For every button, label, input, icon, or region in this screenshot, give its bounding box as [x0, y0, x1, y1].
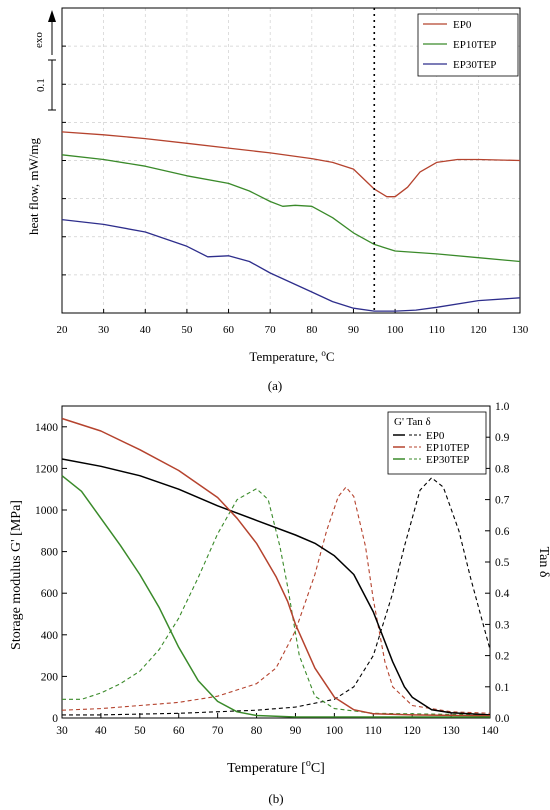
- dsc-series: [61, 131, 521, 312]
- dma-series: [61, 417, 491, 718]
- dma-x-tick-label: 50: [134, 725, 146, 737]
- dsc-x-tick-label: 40: [140, 324, 152, 336]
- dma-x-tick-label: 130: [442, 725, 460, 737]
- dma-tan-delta-line-ep10tep: [61, 486, 491, 714]
- dsc-x-tick-label: 110: [429, 324, 446, 336]
- dma-y2-tick-label: 0.5: [495, 557, 510, 569]
- dma-y-tick-label: 600: [41, 588, 59, 600]
- dma-y2-tick-label: 0.0: [495, 713, 510, 725]
- dma-y2-tick-label: 0.2: [495, 651, 510, 663]
- dsc-x-tick-label: 30: [98, 324, 110, 336]
- dma-legend-header: G' Tan δ: [394, 416, 431, 428]
- dma-storage-modulus-line-ep10tep: [61, 417, 491, 717]
- panel-a-label: (a): [268, 378, 282, 393]
- dma-tan-delta-line-ep0: [62, 477, 491, 716]
- dma-y-tick-label: 400: [41, 630, 59, 642]
- dma-y2-tick-label: 0.1: [495, 682, 510, 694]
- dsc-x-tick-label: 100: [387, 324, 404, 336]
- dma-legend-label: EP10TEP: [426, 442, 469, 454]
- dma-y2-tick-label: 1.0: [495, 401, 510, 413]
- dma-x-tick-label: 140: [481, 725, 499, 737]
- dsc-x-tick-label: 90: [348, 324, 360, 336]
- dma-y-tick-label: 200: [41, 671, 59, 683]
- dsc-x-ticks: 20 30 40 50 60 70 80 90 100 110 120 130: [57, 45, 529, 336]
- dma-x-axis-label: Temperature [oC]: [227, 758, 325, 776]
- panel-b-label: (b): [268, 791, 283, 806]
- dma-tan-delta-line-ep30tep: [62, 488, 491, 716]
- dsc-x-tick-label: 120: [470, 324, 487, 336]
- dma-storage-modulus-line-ep30tep: [61, 475, 490, 718]
- dsc-x-tick-label: 70: [265, 324, 277, 336]
- dma-x-tick-label: 40: [95, 725, 107, 737]
- dsc-grid: [62, 8, 520, 313]
- dma-y2-tick-label: 0.7: [495, 495, 510, 507]
- dma-x-tick-label: 90: [290, 725, 302, 737]
- dma-y-axis-label: Storage modulus G' [MPa]: [9, 500, 24, 650]
- dma-x-tick-label: 70: [212, 725, 224, 737]
- dsc-chart: 20 30 40 50 60 70 80 90 100 110 120 130 exo 0.1 hea…: [26, 7, 529, 393]
- dsc-x-tick-label: 80: [306, 324, 318, 336]
- dma-x-tick-label: 120: [404, 725, 422, 737]
- dma-legend-label: EP30TEP: [426, 454, 469, 466]
- dma-x-tick-label: 100: [326, 725, 344, 737]
- dma-x-tick-label: 80: [251, 725, 263, 737]
- dma-ticks: 30 40 50 60 70 80 90 100 110 120 130 14002004006008…: [35, 401, 510, 737]
- dma-x-tick-label: 60: [173, 725, 185, 737]
- dsc-x-axis-label: Temperature, oC: [249, 348, 334, 364]
- dma-y-tick-label: 1400: [35, 422, 58, 434]
- dsc-series-line-ep0: [61, 131, 521, 198]
- dma-y2-tick-label: 0.6: [495, 526, 510, 538]
- dma-y-tick-label: 800: [41, 547, 59, 559]
- dma-y-tick-label: 0: [52, 713, 58, 725]
- dma-y2-tick-label: 0.3: [495, 619, 510, 631]
- dsc-legend-label: EP0: [453, 19, 472, 31]
- dsc-legend-label: EP30TEP: [453, 59, 496, 71]
- dsc-x-tick-label: 130: [512, 324, 529, 336]
- dma-y-tick-label: 1000: [35, 505, 58, 517]
- dma-y2-tick-label: 0.9: [495, 432, 510, 444]
- dma-x-tick-label: 30: [56, 725, 68, 737]
- dsc-series-line-ep10tep: [61, 154, 521, 263]
- dma-y2-tick-label: 0.8: [495, 463, 510, 475]
- dma-storage-modulus-line-ep0: [61, 458, 491, 716]
- exo-arrow-head: [48, 10, 56, 22]
- dma-y2-axis-label: Tan δ: [536, 547, 550, 578]
- dsc-legend-label: EP10TEP: [453, 39, 496, 51]
- dma-x-tick-label: 110: [365, 725, 382, 737]
- dsc-x-tick-label: 20: [57, 324, 69, 336]
- dma-legend-box: [387, 411, 487, 475]
- dma-chart: 30 40 50 60 70 80 90 100 110 120 130 14002004006008…: [9, 401, 550, 806]
- dma-y2-tick-label: 0.4: [495, 588, 510, 600]
- dsc-y-axis-label: heat flow, mW/mg: [26, 138, 41, 235]
- scale-bar-label: 0.1: [35, 78, 47, 92]
- dsc-series-line-ep30tep: [61, 218, 521, 312]
- dsc-x-tick-label: 60: [223, 324, 235, 336]
- dma-y-tick-label: 1200: [35, 463, 58, 475]
- dsc-legend: EP0 EP10TEP EP30TEP: [417, 13, 519, 77]
- dma-legend-label: EP0: [426, 430, 445, 442]
- exo-label: exo: [33, 32, 45, 48]
- dsc-x-tick-label: 50: [181, 324, 193, 336]
